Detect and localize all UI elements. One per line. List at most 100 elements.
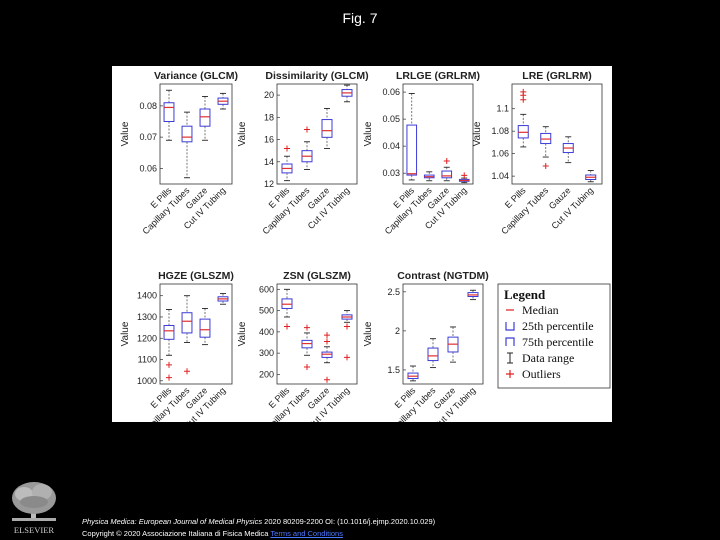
y-tick-label: 0.08 bbox=[139, 101, 157, 111]
box-2 bbox=[427, 338, 439, 369]
outlier-marker bbox=[166, 374, 172, 381]
y-axis-label: Value bbox=[363, 121, 374, 146]
legend-item-label: Median bbox=[522, 303, 559, 317]
plot-frame bbox=[511, 83, 603, 185]
y-tick-label: 12 bbox=[264, 179, 274, 189]
outlier-marker bbox=[324, 376, 330, 383]
outlier-marker bbox=[184, 368, 190, 375]
y-tick-label: 0.04 bbox=[382, 141, 400, 151]
box-1 bbox=[407, 365, 419, 382]
subplot-title: HGZE (GLSZM) bbox=[158, 270, 234, 282]
y-tick-label: 1000 bbox=[137, 376, 157, 386]
figure-panel: Variance (GLCM) 0.06 0.07 0.08 Value E Pills C… bbox=[112, 66, 612, 422]
y-tick-label: 1.04 bbox=[491, 171, 509, 181]
y-tick-label: 1.1 bbox=[496, 104, 509, 114]
outlier-marker bbox=[304, 363, 310, 370]
y-tick-label: 2 bbox=[395, 326, 400, 336]
box-3 bbox=[562, 136, 574, 164]
legend-q75-symbol bbox=[505, 337, 515, 346]
box-2 bbox=[423, 171, 435, 182]
box-4 bbox=[341, 310, 353, 361]
copyright-text: Copyright © 2020 Associazione Italiana d… bbox=[82, 529, 269, 538]
y-tick-label: 500 bbox=[259, 306, 274, 316]
copyright-line: Copyright © 2020 Associazione Italiana d… bbox=[82, 528, 435, 540]
legend-range-symbol bbox=[507, 352, 513, 364]
iqr-box bbox=[199, 318, 211, 338]
outlier-marker bbox=[284, 323, 290, 330]
publisher-name: ELSEVIER bbox=[14, 525, 54, 535]
y-tick-label: 0.07 bbox=[139, 132, 157, 142]
y-tick-label: 18 bbox=[264, 112, 274, 122]
figure-title: Fig. 7 bbox=[342, 10, 378, 26]
box-1 bbox=[163, 309, 175, 381]
plot-frame bbox=[402, 83, 474, 185]
y-tick-label: 20 bbox=[264, 90, 274, 100]
subplot-title: ZSN (GLSZM) bbox=[283, 270, 351, 282]
y-tick-label: 1200 bbox=[137, 333, 157, 343]
legend-outlier-symbol bbox=[506, 370, 514, 378]
box-1 bbox=[281, 288, 293, 330]
box-3 bbox=[199, 96, 211, 141]
box-1 bbox=[406, 93, 418, 181]
citation-block: Physica Medica: European Journal of Medi… bbox=[82, 516, 435, 540]
y-tick-label: 14 bbox=[264, 157, 274, 167]
legend-item-label: Data range bbox=[522, 351, 574, 365]
outlier-marker bbox=[324, 332, 330, 339]
y-tick-label: 1100 bbox=[138, 355, 157, 365]
box-4 bbox=[458, 172, 470, 184]
y-tick-label: 1400 bbox=[137, 291, 157, 301]
y-tick-label: 2.5 bbox=[387, 287, 400, 297]
y-tick-label: 1.08 bbox=[491, 126, 509, 136]
citation-details: 2020 80209-2200 OI: (10.1016/j.ejmp.2020… bbox=[262, 517, 436, 526]
box-3 bbox=[447, 326, 459, 363]
plot-frame bbox=[402, 283, 484, 385]
elsevier-logo: ELSEVIER bbox=[12, 482, 56, 535]
plot-frame bbox=[276, 283, 358, 385]
iqr-box bbox=[199, 108, 211, 127]
iqr-box bbox=[321, 119, 333, 138]
box-3 bbox=[441, 158, 453, 182]
iqr-box bbox=[441, 170, 453, 179]
legend-q25-symbol bbox=[505, 322, 515, 331]
y-tick-label: 1300 bbox=[137, 312, 157, 322]
y-tick-label: 400 bbox=[259, 327, 274, 337]
outlier-marker bbox=[166, 361, 172, 368]
y-axis-label: Value bbox=[120, 321, 131, 346]
outlier-marker bbox=[304, 126, 310, 133]
legend-box bbox=[497, 283, 611, 389]
y-axis-label: Value bbox=[472, 121, 483, 146]
box-1 bbox=[163, 89, 175, 141]
legend-item-label: Outliers bbox=[522, 367, 561, 381]
subplot-title: Dissimilarity (GLCM) bbox=[265, 70, 368, 82]
plot-frame bbox=[159, 283, 233, 385]
subplot-title: Variance (GLCM) bbox=[154, 70, 238, 82]
iqr-box bbox=[427, 347, 439, 362]
subplot-title: Contrast (NGTDM) bbox=[397, 270, 489, 282]
y-tick-label: 1.5 bbox=[387, 365, 400, 375]
box-4 bbox=[467, 289, 479, 301]
outlier-marker bbox=[344, 323, 350, 330]
y-tick-label: 0.06 bbox=[139, 163, 157, 173]
citation-line: Physica Medica: European Journal of Medi… bbox=[82, 516, 435, 528]
y-tick-label: 16 bbox=[264, 135, 274, 145]
box-2 bbox=[301, 324, 313, 370]
box-4 bbox=[217, 92, 229, 110]
iqr-box bbox=[163, 324, 175, 340]
y-axis-label: Value bbox=[120, 121, 131, 146]
y-axis-label: Value bbox=[237, 321, 248, 346]
box-4 bbox=[217, 293, 229, 305]
box-4 bbox=[585, 170, 597, 183]
outlier-marker bbox=[461, 172, 468, 179]
outlier-marker bbox=[304, 324, 310, 331]
y-tick-label: 0.03 bbox=[382, 168, 400, 178]
tree-icon bbox=[12, 482, 56, 521]
terms-link[interactable]: Terms and Conditions bbox=[270, 529, 343, 538]
box-4 bbox=[341, 84, 353, 103]
